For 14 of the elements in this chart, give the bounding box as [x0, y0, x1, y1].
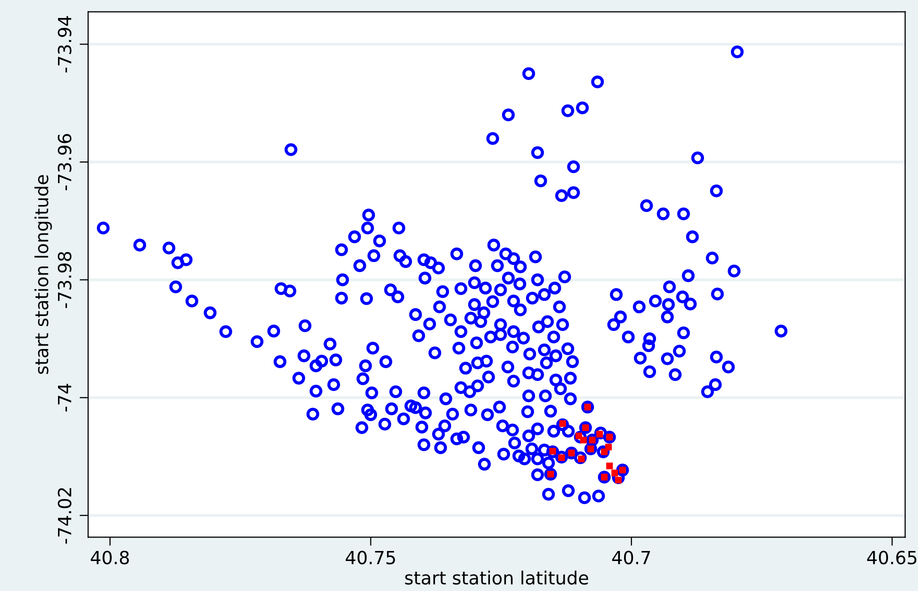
point — [606, 462, 613, 470]
y-tick-label: -73.98 — [58, 252, 72, 308]
y-axis-title: start station longitude — [34, 175, 52, 374]
y-tick-label: -74.02 — [58, 488, 72, 544]
x-tick-label: 40.75 — [346, 550, 395, 564]
point — [611, 470, 618, 476]
x-tick-label: 40.8 — [90, 550, 129, 564]
x-tick-label: 40.7 — [612, 550, 650, 564]
point — [605, 444, 612, 450]
x-axis-title: start station latitude — [405, 570, 588, 585]
y-tick-label: -74 — [58, 384, 72, 412]
x-tick-label: 40.65 — [867, 550, 916, 564]
y-tick-label: -73.96 — [58, 134, 72, 190]
y-tick-label: -73.94 — [58, 16, 72, 72]
